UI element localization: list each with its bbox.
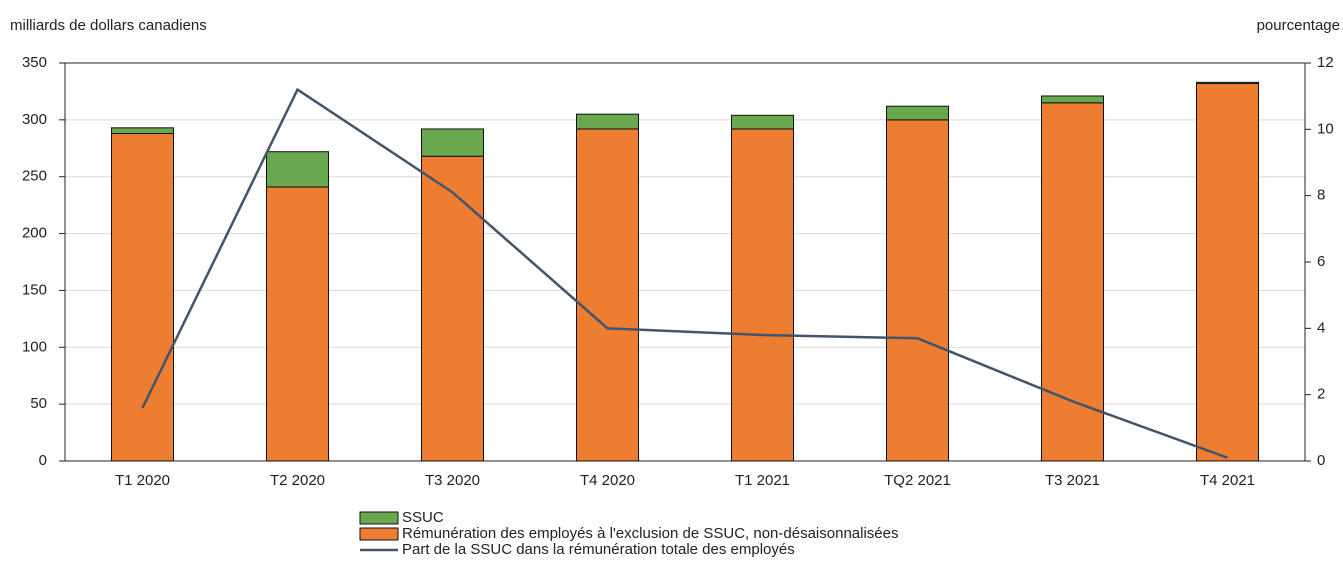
bar-segment xyxy=(731,114,794,130)
bar-segment xyxy=(886,119,949,462)
y2-axis-title: pourcentage xyxy=(1257,17,1340,34)
legend-swatch xyxy=(359,511,399,525)
x-tick-label: TQ2 2021 xyxy=(884,472,951,489)
x-tick-label: T3 2021 xyxy=(1045,472,1100,489)
bar-segment xyxy=(576,128,639,462)
bar-segment xyxy=(421,155,484,462)
bar-segment xyxy=(576,113,639,130)
bar-segment xyxy=(1196,81,1259,84)
bar-segment xyxy=(1041,102,1104,462)
bar-segment xyxy=(731,128,794,462)
bar-segment xyxy=(886,105,949,121)
bar-segment xyxy=(421,128,484,157)
line-series xyxy=(141,87,1228,459)
y2-tick-label: 12 xyxy=(1317,54,1334,71)
y-tick-label: 250 xyxy=(22,168,47,185)
bar-segment xyxy=(1196,82,1259,462)
y-tick-label: 350 xyxy=(22,54,47,71)
y-tick-label: 100 xyxy=(22,338,47,355)
y-tick-label: 200 xyxy=(22,225,47,242)
y2-tick-label: 8 xyxy=(1317,187,1325,204)
y-tick-label: 150 xyxy=(22,281,47,298)
bar-segment xyxy=(111,133,174,462)
bar-segment xyxy=(266,151,329,188)
y-tick-label: 50 xyxy=(30,395,47,412)
y2-tick-label: 10 xyxy=(1317,120,1334,137)
x-tick-label: T4 2020 xyxy=(580,472,635,489)
plot-frame xyxy=(64,62,1306,462)
x-tick-label: T4 2021 xyxy=(1200,472,1255,489)
y-tick-label: 0 xyxy=(39,452,47,469)
y-axis-title: milliards de dollars canadiens xyxy=(10,17,207,34)
y2-tick-label: 0 xyxy=(1317,452,1325,469)
x-tick-label: T1 2021 xyxy=(735,472,790,489)
x-tick-label: T3 2020 xyxy=(425,472,480,489)
legend-label: Rémunération des employés à l'exclusion … xyxy=(402,525,898,542)
y2-tick-label: 6 xyxy=(1317,253,1325,270)
x-tick-label: T2 2020 xyxy=(270,472,325,489)
bar-segment xyxy=(111,127,174,135)
y-tick-label: 300 xyxy=(22,111,47,128)
y2-tick-label: 2 xyxy=(1317,386,1325,403)
bar-segment xyxy=(1041,95,1104,104)
x-tick-label: T1 2020 xyxy=(115,472,170,489)
legend-label: SSUC xyxy=(402,509,444,526)
bar-segment xyxy=(266,186,329,462)
y2-tick-label: 4 xyxy=(1317,319,1325,336)
legend-swatch xyxy=(359,527,399,541)
legend-label: Part de la SSUC dans la rémunération tot… xyxy=(402,541,795,558)
